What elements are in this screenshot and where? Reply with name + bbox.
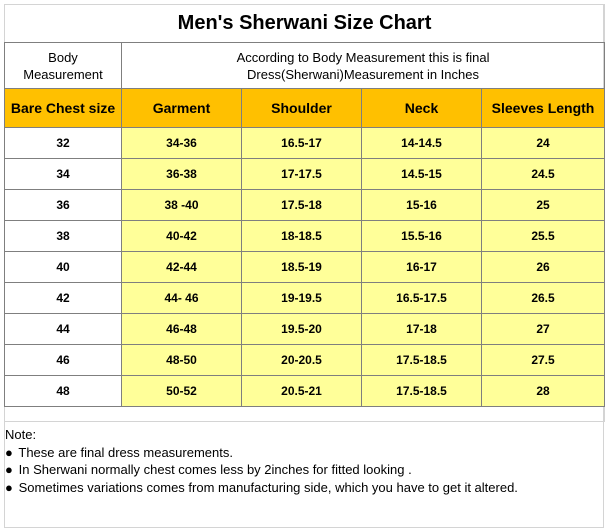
cell-garment: 40-42 (121, 220, 242, 252)
table-row: 38 40-42 18-18.5 15.5-16 25.5 (4, 220, 606, 252)
column-header-shoulder: Shoulder (241, 88, 362, 128)
column-header-neck: Neck (361, 88, 482, 128)
cell-garment: 38 -40 (121, 189, 242, 221)
cell-neck: 15.5-16 (361, 220, 482, 252)
cell-neck: 17.5-18.5 (361, 375, 482, 407)
cell-sleeves-length: 26.5 (480, 282, 606, 314)
cell-shoulder: 20.5-21 (241, 375, 362, 407)
cell-shoulder: 19-19.5 (241, 282, 362, 314)
note-item: ● Sometimes variations comes from manufa… (5, 479, 518, 497)
cell-bare-chest: 34 (4, 158, 122, 190)
note-item: ● These are final dress measurements. (5, 444, 518, 462)
table-row: 42 44- 46 19-19.5 16.5-17.5 26.5 (4, 282, 606, 314)
size-chart-table: Men's Sherwani Size Chart Body Measureme… (3, 4, 606, 422)
cell-bare-chest: 32 (4, 127, 122, 159)
table-row: 34 36-38 17-17.5 14.5-15 24.5 (4, 158, 606, 190)
blank-spacer-row (3, 406, 606, 422)
note-text: Sometimes variations comes from manufact… (18, 479, 518, 495)
size-rows: 32 34-36 16.5-17 14-14.5 24 34 36-38 17-17.5 14.… (4, 127, 606, 407)
cell-bare-chest: 42 (4, 282, 122, 314)
cell-neck: 14-14.5 (361, 127, 482, 159)
table-row: 46 48-50 20-20.5 17.5-18.5 27.5 (4, 344, 606, 376)
bullet-icon: ● (5, 444, 13, 460)
cell-neck: 16.5-17.5 (361, 282, 482, 314)
table-row: 48 50-52 20.5-21 17.5-18.5 28 (4, 375, 606, 407)
cell-shoulder: 16.5-17 (241, 127, 362, 159)
cell-shoulder: 20-20.5 (241, 344, 362, 376)
cell-neck: 17-18 (361, 313, 482, 345)
body-measurement-line1: Body (48, 49, 78, 65)
body-measurement-line2: Measurement (23, 66, 103, 82)
table-row: 44 46-48 19.5-20 17-18 27 (4, 313, 606, 345)
notes-heading: Note: (5, 427, 37, 442)
cell-sleeves-length: 25 (480, 189, 606, 221)
cell-garment: 46-48 (121, 313, 242, 345)
cell-bare-chest: 38 (4, 220, 122, 252)
cell-sleeves-length: 26 (480, 251, 606, 283)
cell-neck: 15-16 (361, 189, 482, 221)
cell-shoulder: 18.5-19 (241, 251, 362, 283)
cell-shoulder: 17.5-18 (241, 189, 362, 221)
note-item: ● In Sherwani normally chest comes less … (5, 461, 518, 479)
cell-shoulder: 17-17.5 (241, 158, 362, 190)
table-row: 40 42-44 18.5-19 16-17 26 (4, 251, 606, 283)
body-measurement-header: Body Measurement (4, 42, 122, 89)
chart-title: Men's Sherwani Size Chart (3, 4, 606, 43)
cell-sleeves-length: 27 (480, 313, 606, 345)
column-header-garment: Garment (121, 88, 242, 128)
final-measurement-header: According to Body Measurement this is fi… (120, 42, 606, 89)
table-row: 32 34-36 16.5-17 14-14.5 24 (4, 127, 606, 159)
cell-sleeves-length: 24.5 (480, 158, 606, 190)
cell-garment: 48-50 (121, 344, 242, 376)
table-row: 36 38 -40 17.5-18 15-16 25 (4, 189, 606, 221)
cell-shoulder: 19.5-20 (241, 313, 362, 345)
cell-garment: 34-36 (121, 127, 242, 159)
bullet-icon: ● (5, 479, 13, 495)
cell-neck: 14.5-15 (361, 158, 482, 190)
cell-bare-chest: 44 (4, 313, 122, 345)
cell-sleeves-length: 25.5 (480, 220, 606, 252)
bullet-icon: ● (5, 462, 13, 477)
cell-neck: 17.5-18.5 (361, 344, 482, 376)
note-text: In Sherwani normally chest comes less by… (18, 462, 412, 477)
final-measurement-line1: According to Body Measurement this is fi… (236, 49, 490, 65)
notes-section: Note: ● These are final dress measuremen… (5, 426, 518, 496)
cell-garment: 50-52 (121, 375, 242, 407)
final-measurement-line2: Dress(Sherwani)Measurement in Inches (247, 66, 479, 82)
cell-sleeves-length: 28 (480, 375, 606, 407)
cell-bare-chest: 48 (4, 375, 122, 407)
column-header-sleeves-length: Sleeves Length (480, 88, 606, 128)
cell-garment: 44- 46 (121, 282, 242, 314)
cell-garment: 42-44 (121, 251, 242, 283)
cell-bare-chest: 46 (4, 344, 122, 376)
cell-bare-chest: 36 (4, 189, 122, 221)
cell-shoulder: 18-18.5 (241, 220, 362, 252)
cell-sleeves-length: 27.5 (480, 344, 606, 376)
cell-neck: 16-17 (361, 251, 482, 283)
cell-bare-chest: 40 (4, 251, 122, 283)
cell-sleeves-length: 24 (480, 127, 606, 159)
column-header-bare-chest: Bare Chest size (4, 88, 122, 128)
note-text: These are final dress measurements. (18, 444, 233, 460)
cell-garment: 36-38 (121, 158, 242, 190)
